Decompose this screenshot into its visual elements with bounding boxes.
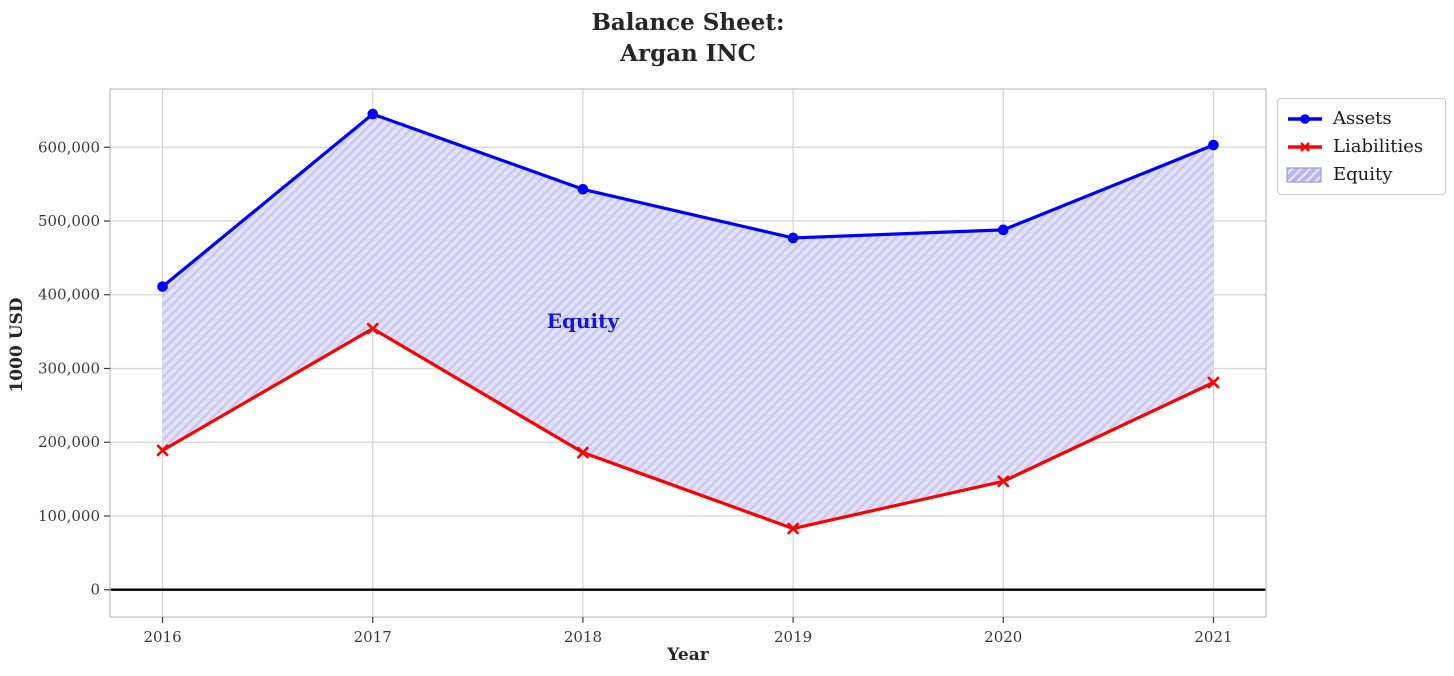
x-tick-label: 2016 [143, 628, 181, 646]
legend-item-liabilities: Liabilities [1286, 134, 1437, 159]
equity-annotation: Equity [546, 308, 620, 333]
y-tick-label: 400,000 [38, 286, 100, 304]
x-tick-label: 2017 [354, 628, 392, 646]
equity-area [162, 114, 1214, 529]
legend-label-equity: Equity [1333, 164, 1393, 185]
legend-label-liabilities: Liabilities [1333, 136, 1424, 157]
y-tick-label: 300,000 [38, 359, 100, 377]
y-tick-label: 200,000 [38, 433, 100, 451]
chart-title-line2: Argan INC [620, 40, 756, 67]
x-tick-label: 2020 [984, 628, 1022, 646]
y-tick-label: 0 [90, 581, 100, 599]
legend-item-assets: Assets [1286, 106, 1437, 131]
tick-marks [104, 146, 1215, 623]
chart-title: Balance Sheet: Argan INC [110, 7, 1266, 69]
liabilities-markers [156, 322, 1220, 535]
legend-item-equity: Equity [1286, 162, 1437, 187]
y-tick-label: 100,000 [38, 507, 100, 525]
legend: Assets Liabilities Equity [1277, 98, 1446, 195]
liabilities-line [160, 327, 1216, 531]
equity-patch-swatch-icon [1286, 166, 1322, 183]
x-axis-label: Year [667, 645, 709, 665]
plot-border [109, 88, 1267, 618]
y-tick-label: 600,000 [38, 138, 100, 156]
legend-label-assets: Assets [1333, 108, 1392, 129]
tick-labels: 0 100,000 200,000 300,000 400,000 500,000 600,… [38, 138, 1233, 646]
x-tick-label: 2019 [774, 628, 812, 646]
x-tick-label: 2021 [1194, 628, 1232, 646]
y-axis-label: 1000 USD [7, 297, 27, 393]
liabilities-line-swatch-icon [1288, 141, 1322, 152]
assets-markers [157, 108, 1219, 292]
y-tick-label: 500,000 [38, 212, 100, 230]
assets-line [160, 112, 1216, 289]
chart-title-line1: Balance Sheet: [591, 9, 785, 36]
x-tick-label: 2018 [564, 628, 602, 646]
assets-line-swatch-icon [1288, 113, 1322, 124]
